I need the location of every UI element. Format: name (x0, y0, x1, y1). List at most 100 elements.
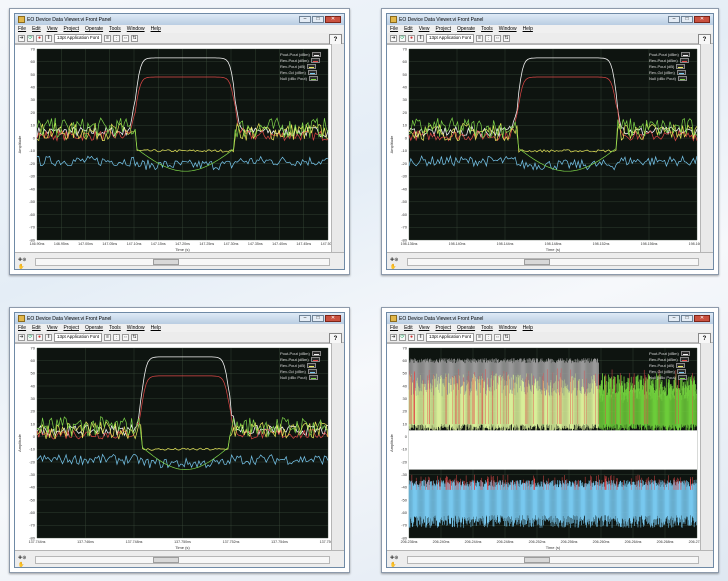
resize-icon[interactable]: ⇔ (122, 333, 130, 341)
menu-item-edit[interactable]: Edit (32, 26, 41, 32)
graph-tools-icon[interactable]: ✚⊕✋ (390, 555, 399, 568)
run-continuous-icon[interactable]: ⟳ (27, 333, 34, 341)
abort-icon[interactable]: ● (36, 34, 43, 42)
close-button[interactable]: ✕ (694, 16, 710, 23)
menu-item-edit[interactable]: Edit (404, 325, 413, 331)
pause-icon[interactable]: ‖ (45, 333, 52, 341)
horizontal-scrollbar[interactable] (407, 556, 699, 564)
menu-item-project[interactable]: Project (435, 26, 451, 32)
close-button[interactable]: ✕ (325, 315, 341, 322)
legend-entry[interactable]: Rev-Pout (dB) (649, 362, 690, 368)
vertical-scrollbar[interactable] (700, 44, 713, 253)
reorder-icon[interactable]: ⇅ (503, 34, 511, 42)
close-button[interactable]: ✕ (694, 315, 710, 322)
menu-item-view[interactable]: View (46, 325, 58, 331)
minimize-button[interactable]: – (299, 315, 311, 322)
run-arrow-icon[interactable]: ➜ (18, 34, 25, 42)
scroll-thumb[interactable] (524, 259, 550, 265)
legend-entry[interactable]: Pout-Pout (dBm) (649, 51, 690, 57)
legend-entry[interactable]: Null (dBc Pout) (649, 75, 690, 81)
legend-entry[interactable]: Null (dBc Pout) (280, 374, 321, 380)
menu-item-view[interactable]: View (46, 26, 58, 32)
font-selector[interactable]: 13pt Application Font (426, 33, 475, 43)
distribute-icon[interactable]: ⋮ (485, 333, 493, 341)
run-arrow-icon[interactable]: ➜ (390, 34, 397, 42)
abort-icon[interactable]: ● (408, 333, 415, 341)
menu-item-project[interactable]: Project (435, 325, 451, 331)
menu-item-file[interactable]: File (390, 26, 399, 32)
scroll-thumb[interactable] (524, 557, 550, 563)
maximize-button[interactable]: □ (681, 16, 693, 23)
legend-entry[interactable]: Rev-Gd (dBm) (280, 69, 321, 75)
resize-icon[interactable]: ⇔ (122, 34, 130, 42)
reorder-icon[interactable]: ⇅ (131, 34, 139, 42)
resize-icon[interactable]: ⇔ (494, 333, 502, 341)
menu-item-edit[interactable]: Edit (32, 325, 41, 331)
legend-entry[interactable]: Null (dBc Pout) (280, 75, 321, 81)
menu-item-tools[interactable]: Tools (109, 325, 121, 331)
horizontal-scrollbar[interactable] (35, 556, 330, 564)
reorder-icon[interactable]: ⇅ (503, 333, 511, 341)
menu-item-tools[interactable]: Tools (109, 26, 121, 32)
menu-item-edit[interactable]: Edit (404, 26, 413, 32)
legend-entry[interactable]: Pout-Pout (dBm) (280, 51, 321, 57)
legend-entry[interactable]: Pout-Pout (dBm) (649, 350, 690, 356)
scroll-thumb[interactable] (153, 259, 180, 265)
maximize-button[interactable]: □ (681, 315, 693, 322)
minimize-button[interactable]: – (299, 16, 311, 23)
pause-icon[interactable]: ‖ (417, 34, 424, 42)
font-selector[interactable]: 13pt Application Font (54, 33, 103, 43)
align-icon[interactable]: ≡ (476, 34, 484, 42)
minimize-button[interactable]: – (668, 315, 680, 322)
maximize-button[interactable]: □ (312, 315, 324, 322)
graph-tools-icon[interactable]: ✚⊕✋ (390, 257, 399, 270)
minimize-button[interactable]: – (668, 16, 680, 23)
run-arrow-icon[interactable]: ➜ (18, 333, 25, 341)
distribute-icon[interactable]: ⋮ (113, 333, 121, 341)
menu-item-help[interactable]: Help (522, 26, 533, 32)
menu-item-help[interactable]: Help (150, 26, 161, 32)
legend-entry[interactable]: Rev-Pout (dB) (280, 63, 321, 69)
vertical-scrollbar[interactable] (700, 343, 713, 551)
legend-entry[interactable]: Rev-Pout (dBm) (280, 57, 321, 63)
font-selector[interactable]: 13pt Application Font (426, 332, 475, 342)
distribute-icon[interactable]: ⋮ (113, 34, 121, 42)
run-continuous-icon[interactable]: ⟳ (27, 34, 34, 42)
legend-entry[interactable]: Pout-Pout (dBm) (280, 350, 321, 356)
menu-item-tools[interactable]: Tools (481, 26, 493, 32)
distribute-icon[interactable]: ⋮ (485, 34, 493, 42)
legend-entry[interactable]: Rev-Pout (dB) (280, 362, 321, 368)
scroll-thumb[interactable] (153, 557, 180, 563)
abort-icon[interactable]: ● (36, 333, 43, 341)
vertical-scrollbar[interactable] (331, 44, 344, 253)
maximize-button[interactable]: □ (312, 16, 324, 23)
font-selector[interactable]: 13pt Application Font (54, 332, 103, 342)
resize-icon[interactable]: ⇔ (494, 34, 502, 42)
context-help-button[interactable]: ? (698, 34, 711, 46)
menu-item-view[interactable]: View (418, 26, 430, 32)
menu-item-window[interactable]: Window (126, 26, 145, 32)
menu-item-operate[interactable]: Operate (85, 26, 104, 32)
run-continuous-icon[interactable]: ⟳ (399, 333, 406, 341)
menu-item-project[interactable]: Project (63, 325, 79, 331)
menu-item-view[interactable]: View (418, 325, 430, 331)
menu-item-window[interactable]: Window (498, 26, 517, 32)
align-icon[interactable]: ≡ (104, 34, 112, 42)
pause-icon[interactable]: ‖ (417, 333, 424, 341)
menu-item-operate[interactable]: Operate (85, 325, 104, 331)
menu-item-help[interactable]: Help (150, 325, 161, 331)
legend-entry[interactable]: Rev-Pout (dBm) (649, 356, 690, 362)
legend-entry[interactable]: Null (dBc Pout) (649, 374, 690, 380)
legend-entry[interactable]: Rev-Pout (dB) (649, 63, 690, 69)
menu-item-project[interactable]: Project (63, 26, 79, 32)
legend-entry[interactable]: Rev-Gd (dBm) (280, 368, 321, 374)
horizontal-scrollbar[interactable] (407, 258, 699, 266)
menu-item-tools[interactable]: Tools (481, 325, 493, 331)
align-icon[interactable]: ≡ (476, 333, 484, 341)
abort-icon[interactable]: ● (408, 34, 415, 42)
run-arrow-icon[interactable]: ➜ (390, 333, 397, 341)
graph-tools-icon[interactable]: ✚⊕✋ (18, 257, 27, 270)
reorder-icon[interactable]: ⇅ (131, 333, 139, 341)
run-continuous-icon[interactable]: ⟳ (399, 34, 406, 42)
legend-entry[interactable]: Rev-Gd (dBm) (649, 368, 690, 374)
